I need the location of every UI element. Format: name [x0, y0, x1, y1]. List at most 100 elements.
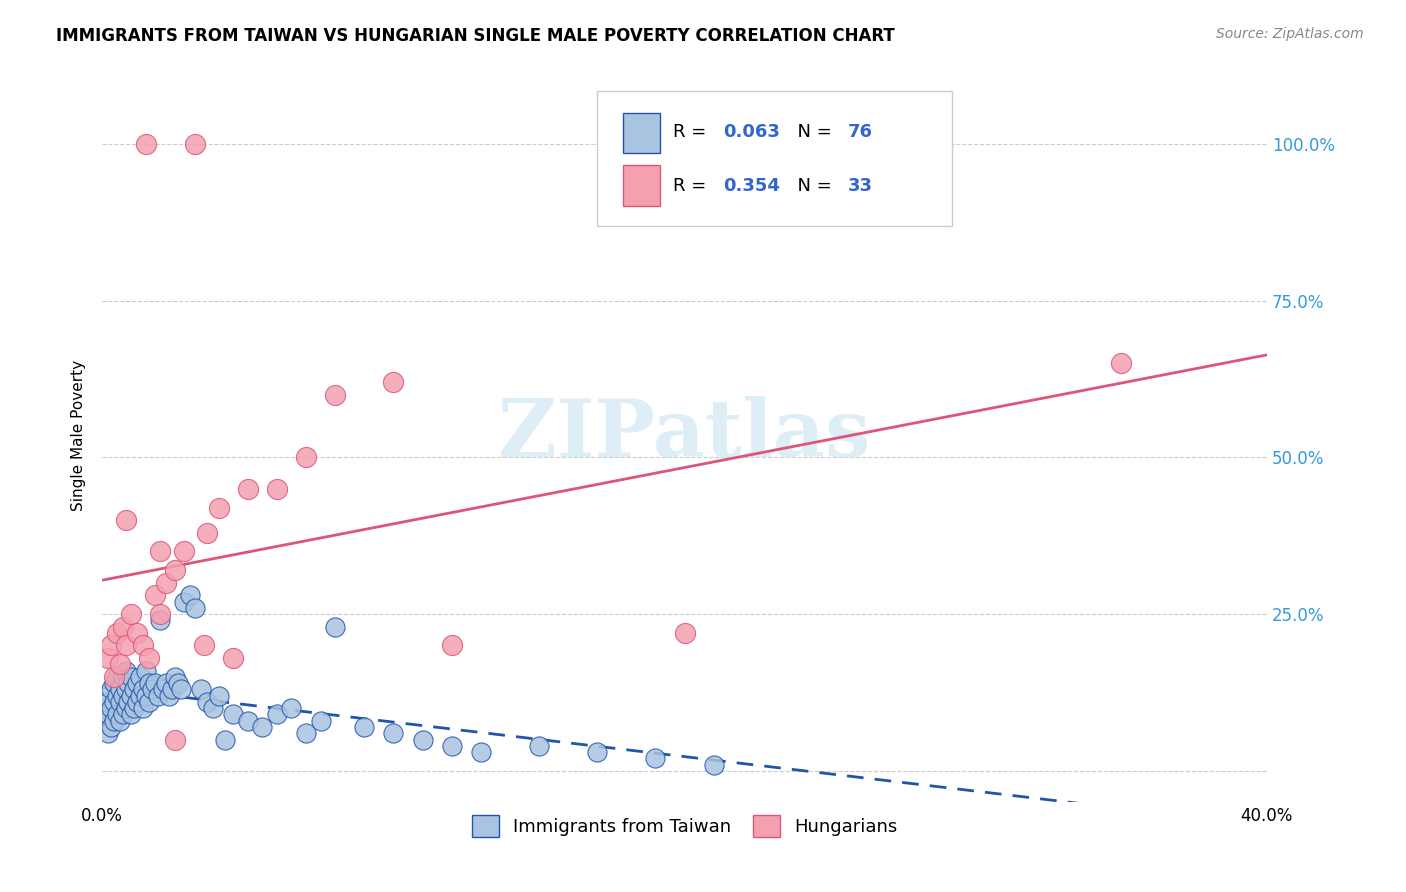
Point	[111, 689, 134, 703]
Point	[103, 714, 125, 728]
Text: N =: N =	[786, 177, 838, 195]
Point	[97, 707, 120, 722]
Point	[160, 682, 183, 697]
Point	[111, 707, 134, 722]
Point	[184, 136, 207, 151]
Point	[94, 701, 117, 715]
Point	[173, 594, 195, 608]
Point	[295, 726, 318, 740]
Point	[114, 639, 136, 653]
Point	[135, 664, 157, 678]
Point	[122, 682, 145, 697]
Point	[105, 707, 128, 722]
Y-axis label: Single Male Poverty: Single Male Poverty	[72, 359, 86, 511]
Text: 0.063: 0.063	[723, 123, 780, 141]
Point	[280, 701, 302, 715]
Point	[127, 626, 149, 640]
Point	[201, 701, 224, 715]
Point	[673, 626, 696, 640]
Point	[222, 707, 245, 722]
Point	[266, 707, 288, 722]
Point	[94, 714, 117, 728]
Point	[252, 720, 274, 734]
Bar	[623, 165, 659, 206]
Point	[100, 639, 122, 653]
Point	[105, 626, 128, 640]
Point	[155, 676, 177, 690]
Point	[190, 682, 212, 697]
Point	[222, 651, 245, 665]
Point	[108, 682, 131, 697]
Point	[117, 695, 139, 709]
Point	[143, 676, 166, 690]
Point	[117, 676, 139, 690]
Point	[195, 525, 218, 540]
Text: ZIPatlas: ZIPatlas	[499, 396, 870, 475]
Point	[132, 639, 155, 653]
Point	[135, 689, 157, 703]
Point	[157, 689, 180, 703]
Point	[208, 500, 231, 515]
Point	[97, 651, 120, 665]
Point	[470, 745, 492, 759]
Point	[152, 682, 174, 697]
Point	[411, 732, 433, 747]
Point	[114, 701, 136, 715]
Point	[138, 651, 160, 665]
Point	[170, 682, 193, 697]
Point	[179, 588, 201, 602]
Point	[129, 689, 152, 703]
Point	[127, 676, 149, 690]
Point	[309, 714, 332, 728]
Text: R =: R =	[673, 177, 711, 195]
Point	[236, 482, 259, 496]
Point	[163, 563, 186, 577]
Point	[146, 689, 169, 703]
Point	[586, 745, 609, 759]
Point	[103, 676, 125, 690]
Point	[103, 695, 125, 709]
Point	[184, 600, 207, 615]
Point	[100, 682, 122, 697]
Point	[120, 607, 142, 621]
Point	[295, 450, 318, 465]
Point	[100, 701, 122, 715]
Point	[127, 695, 149, 709]
Point	[111, 620, 134, 634]
Point	[440, 639, 463, 653]
Point	[138, 676, 160, 690]
Point	[97, 726, 120, 740]
Point	[105, 689, 128, 703]
Point	[143, 588, 166, 602]
Text: N =: N =	[786, 123, 838, 141]
Point	[703, 757, 725, 772]
Text: 0.354: 0.354	[723, 177, 780, 195]
Point	[114, 513, 136, 527]
Point	[236, 714, 259, 728]
Point	[1111, 356, 1133, 370]
Text: R =: R =	[673, 123, 711, 141]
Point	[108, 714, 131, 728]
Point	[440, 739, 463, 753]
Point	[103, 670, 125, 684]
Point	[644, 751, 666, 765]
Point	[155, 575, 177, 590]
Point	[114, 664, 136, 678]
Bar	[623, 112, 659, 153]
Point	[108, 695, 131, 709]
Point	[193, 639, 215, 653]
Point	[141, 682, 163, 697]
Point	[105, 670, 128, 684]
Text: Source: ZipAtlas.com: Source: ZipAtlas.com	[1216, 27, 1364, 41]
Point	[114, 682, 136, 697]
Point	[135, 136, 157, 151]
Text: 76: 76	[848, 123, 873, 141]
Point	[111, 670, 134, 684]
Point	[195, 695, 218, 709]
Point	[97, 695, 120, 709]
Point	[527, 739, 550, 753]
Point	[149, 544, 172, 558]
Point	[138, 695, 160, 709]
Point	[214, 732, 236, 747]
Point	[163, 670, 186, 684]
